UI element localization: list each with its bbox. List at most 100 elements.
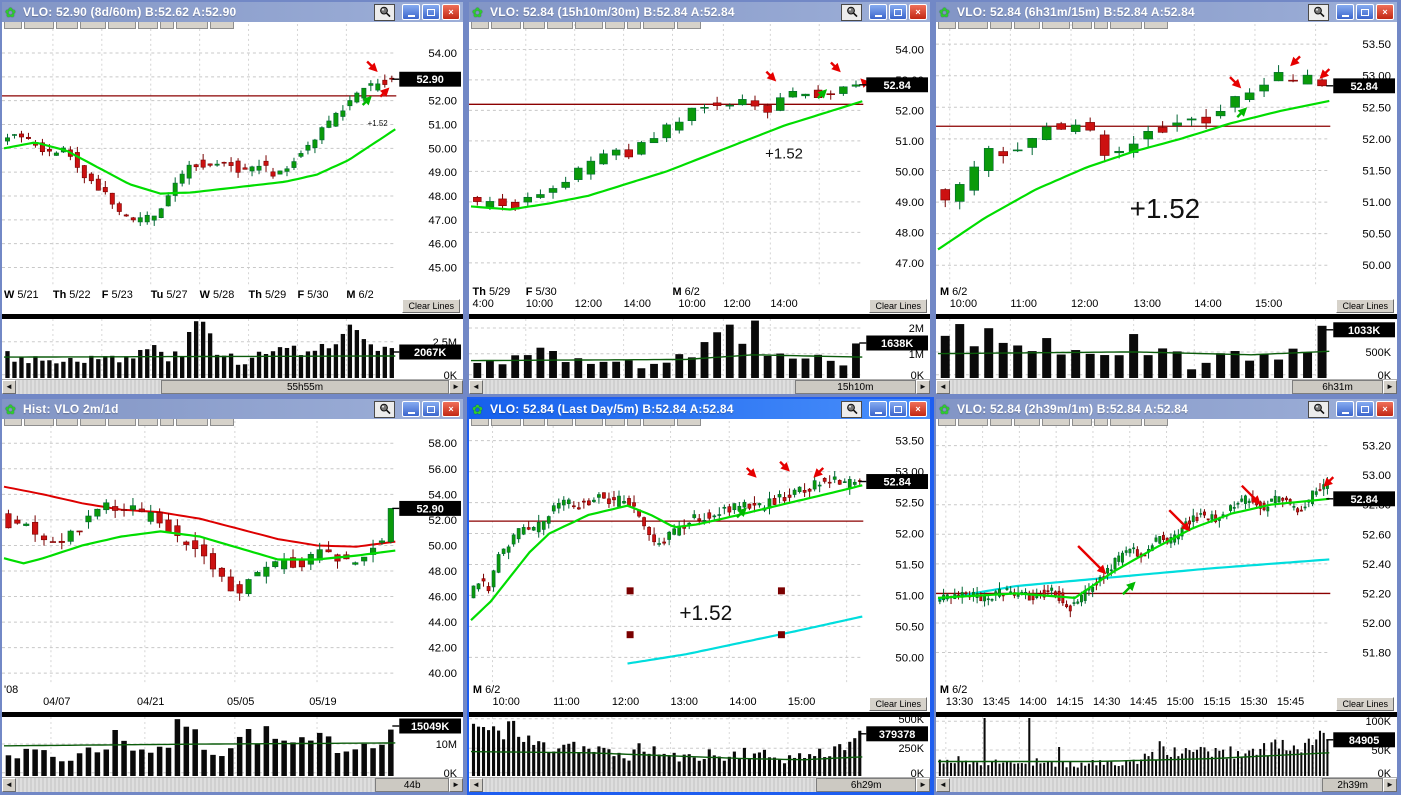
volume-chart-area[interactable]: 100K 50K 0K 84905 <box>936 717 1397 777</box>
clear-lines-button[interactable]: Clear Lines <box>869 697 927 711</box>
time-scrollbar[interactable]: ◄ 55h55m ► <box>2 379 463 394</box>
magnifier-icon <box>1313 403 1325 415</box>
price-chart-area[interactable]: 50.00 50.50 51.00 51.50 52.00 52.50 53.00 53.50… <box>469 419 930 712</box>
price-chart-area[interactable]: 45.00 46.00 47.00 48.00 49.00 50.00 51.00 52.00… <box>2 22 463 314</box>
scroll-thumb[interactable]: 44b <box>375 778 449 792</box>
price-chart[interactable]: 50.0050.5051.0051.5052.0052.5053.0053.50… <box>469 419 930 712</box>
scroll-right-arrow[interactable]: ► <box>1383 778 1397 792</box>
titlebar[interactable]: ✿ VLO: 52.84 (6h31m/15m) B:52.84 A:52.84… <box>936 2 1397 22</box>
minimize-button[interactable] <box>1336 401 1354 417</box>
scroll-thumb[interactable]: 2h39m <box>1322 778 1383 792</box>
scroll-right-arrow[interactable]: ► <box>449 380 463 394</box>
scroll-track[interactable]: 6h31m <box>950 380 1383 394</box>
scroll-left-arrow[interactable]: ◄ <box>469 778 483 792</box>
minimize-button[interactable] <box>869 4 887 20</box>
svg-text:W 5/28: W 5/28 <box>200 289 235 301</box>
minimize-button[interactable] <box>402 401 420 417</box>
clear-lines-button[interactable]: Clear Lines <box>402 299 460 313</box>
volume-chart[interactable]: 100K 50K 0K 84905 <box>936 717 1397 777</box>
time-scrollbar[interactable]: ◄ 6h29m ► <box>469 777 930 792</box>
scroll-thumb[interactable]: 6h31m <box>1292 380 1383 394</box>
scroll-thumb[interactable]: 55h55m <box>161 380 449 394</box>
scroll-left-arrow[interactable]: ◄ <box>936 778 950 792</box>
time-scrollbar[interactable]: ◄ 15h10m ► <box>469 379 930 394</box>
scroll-left-arrow[interactable]: ◄ <box>469 380 483 394</box>
scroll-right-arrow[interactable]: ► <box>916 380 930 394</box>
scroll-right-arrow[interactable]: ► <box>916 778 930 792</box>
maximize-button[interactable] <box>422 4 440 20</box>
scroll-right-arrow[interactable]: ► <box>1383 380 1397 394</box>
volume-chart-area[interactable]: 2M 1M 0K 1638K <box>469 319 930 379</box>
svg-text:52.40: 52.40 <box>1362 559 1391 571</box>
close-button[interactable]: × <box>909 401 927 417</box>
titlebar[interactable]: ✿ VLO: 52.84 (15h10m/30m) B:52.84 A:52.8… <box>469 2 930 22</box>
maximize-button[interactable] <box>422 401 440 417</box>
clear-lines-button[interactable]: Clear Lines <box>869 299 927 313</box>
close-button[interactable]: × <box>442 401 460 417</box>
price-chart-area[interactable]: 47.0048.0049.0050.0051.0052.0053.0054.00… <box>469 22 930 314</box>
magnifier-icon <box>846 403 858 415</box>
price-chart[interactable]: 40.00 42.00 44.00 46.00 48.00 50.00 52.00 54.00… <box>2 419 463 712</box>
scroll-left-arrow[interactable]: ◄ <box>936 380 950 394</box>
magnifier-icon <box>1313 6 1325 18</box>
magnifier-button[interactable] <box>374 3 395 21</box>
volume-chart-area[interactable]: 10M 0K 15049K <box>2 717 463 777</box>
close-button[interactable]: × <box>1376 4 1394 20</box>
volume-chart[interactable]: 10M 0K 15049K <box>2 717 463 777</box>
maximize-button[interactable] <box>1356 4 1374 20</box>
close-button[interactable]: × <box>909 4 927 20</box>
clear-lines-button[interactable]: Clear Lines <box>1336 299 1394 313</box>
scroll-track[interactable]: 6h29m <box>483 778 916 792</box>
price-chart[interactable]: 47.0048.0049.0050.0051.0052.0053.0054.00… <box>469 22 930 314</box>
scroll-thumb[interactable]: 15h10m <box>794 380 916 394</box>
volume-chart[interactable]: 2M 1M 0K 1638K <box>469 319 930 379</box>
close-button[interactable]: × <box>442 4 460 20</box>
clear-lines-button[interactable]: Clear Lines <box>1336 697 1394 711</box>
svg-text:15:00: 15:00 <box>1167 696 1194 708</box>
maximize-button[interactable] <box>889 4 907 20</box>
titlebar[interactable]: ✿ Hist: VLO 2m/1d × <box>2 399 463 419</box>
price-chart[interactable]: 45.00 46.00 47.00 48.00 49.00 50.00 51.00 52.00… <box>2 22 463 314</box>
price-chart[interactable]: 51.8052.0052.2052.4052.6052.8053.0053.20… <box>936 419 1397 712</box>
window-title: VLO: 52.90 (8d/60m) B:52.62 A:52.90 <box>23 5 237 19</box>
close-button[interactable]: × <box>1376 401 1394 417</box>
minimize-button[interactable] <box>1336 4 1354 20</box>
svg-text:48.00: 48.00 <box>428 191 457 203</box>
volume-chart[interactable]: 500K 0K 1033K <box>936 319 1397 379</box>
price-chart-area[interactable]: 51.8052.0052.2052.4052.6052.8053.0053.20… <box>936 419 1397 712</box>
scroll-track[interactable]: 2h39m <box>950 778 1383 792</box>
titlebar[interactable]: ✿ VLO: 52.84 (Last Day/5m) B:52.84 A:52.… <box>469 399 930 419</box>
volume-chart-area[interactable]: 500K 250K 0K 379378 <box>469 717 930 777</box>
volume-chart[interactable]: 500K 250K 0K 379378 <box>469 717 930 777</box>
maximize-button[interactable] <box>1356 401 1374 417</box>
magnifier-button[interactable] <box>1308 3 1329 21</box>
titlebar[interactable]: ✿ VLO: 52.84 (2h39m/1m) B:52.84 A:52.84 … <box>936 399 1397 419</box>
titlebar[interactable]: ✿ VLO: 52.90 (8d/60m) B:52.62 A:52.90 × <box>2 2 463 22</box>
scroll-thumb[interactable]: 6h29m <box>816 778 916 792</box>
svg-text:14:00: 14:00 <box>770 298 797 310</box>
price-chart-area[interactable]: 40.00 42.00 44.00 46.00 48.00 50.00 52.00 54.00… <box>2 419 463 712</box>
volume-chart-area[interactable]: 2.5M 0K 2067K <box>2 319 463 379</box>
time-scrollbar[interactable]: ◄ 2h39m ► <box>936 777 1397 792</box>
app-flower-icon: ✿ <box>939 4 950 20</box>
price-chart[interactable]: 50.0050.5051.0051.5052.0052.5053.0053.50… <box>936 22 1397 314</box>
scroll-left-arrow[interactable]: ◄ <box>2 380 16 394</box>
magnifier-button[interactable] <box>374 400 395 418</box>
maximize-button[interactable] <box>889 401 907 417</box>
minimize-button[interactable] <box>402 4 420 20</box>
scroll-track[interactable]: 44b <box>16 778 449 792</box>
scroll-track[interactable]: 15h10m <box>483 380 916 394</box>
time-scrollbar[interactable]: ◄ 6h31m ► <box>936 379 1397 394</box>
scroll-left-arrow[interactable]: ◄ <box>2 778 16 792</box>
magnifier-button[interactable] <box>841 400 862 418</box>
svg-text:14:00: 14:00 <box>729 696 756 708</box>
scroll-right-arrow[interactable]: ► <box>449 778 463 792</box>
price-chart-area[interactable]: 50.00 50.50 51.00 51.50 52.00 52.50 53.00 53.50… <box>936 22 1397 314</box>
minimize-button[interactable] <box>869 401 887 417</box>
volume-chart-area[interactable]: 500K 0K 1033K <box>936 319 1397 379</box>
scroll-track[interactable]: 55h55m <box>16 380 449 394</box>
magnifier-button[interactable] <box>841 3 862 21</box>
magnifier-button[interactable] <box>1308 400 1329 418</box>
time-scrollbar[interactable]: ◄ 44b ► <box>2 777 463 792</box>
